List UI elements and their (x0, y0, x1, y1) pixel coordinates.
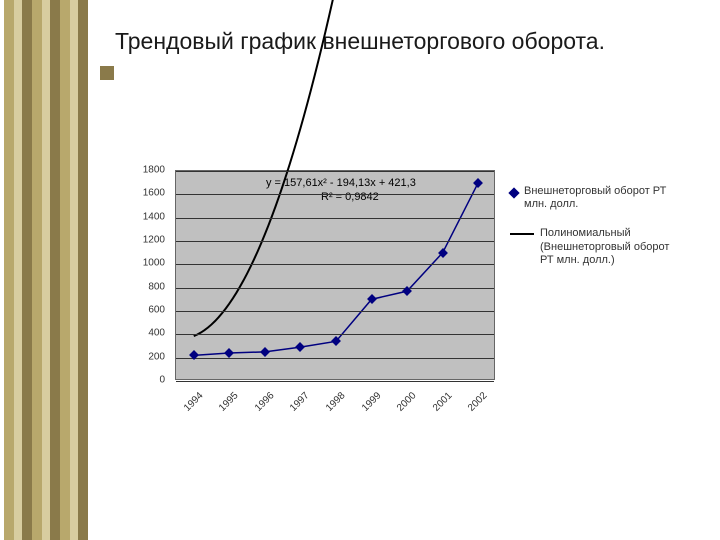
legend-item-trend: Полиномиальный (Внешнеторговый оборот РТ… (510, 227, 680, 267)
gridline (176, 288, 494, 289)
y-tick-label: 800 (148, 281, 165, 292)
x-tick-label: 1998 (324, 390, 348, 414)
x-tick-label: 1995 (217, 390, 241, 414)
x-tick-label: 1999 (360, 390, 384, 414)
legend-item-data: Внешнеторговый оборот РТ млн. долл. (510, 185, 680, 211)
y-tick-label: 600 (148, 305, 165, 316)
y-tick-label: 1800 (143, 165, 165, 176)
y-axis-labels: 020040060080010001200140016001800 (125, 170, 170, 380)
x-tick-label: 1997 (288, 390, 312, 414)
stripe (60, 0, 70, 540)
gridline (176, 171, 494, 172)
chart-container: 0 200 400 600 800 1000 1200 1400 1600 1800 y = 15… (115, 160, 675, 440)
stripe (14, 0, 22, 540)
gridline (176, 194, 494, 195)
line-icon (510, 233, 534, 235)
trend-line-svg (176, 171, 494, 379)
x-tick-label: 2001 (431, 390, 455, 414)
page-title: Трендовый график внешнеторгового оборота… (115, 28, 720, 55)
x-tick-label: 2002 (466, 390, 490, 414)
diamond-icon (508, 187, 519, 198)
stripe (4, 0, 14, 540)
y-tick-label: 200 (148, 351, 165, 362)
stripe (32, 0, 42, 540)
chart-legend: Внешнеторговый оборот РТ млн. долл. Поли… (510, 185, 680, 283)
sidebar-decoration (0, 0, 95, 540)
x-tick-label: 1994 (182, 390, 206, 414)
stripe (50, 0, 60, 540)
x-tick-label: 1996 (253, 390, 277, 414)
x-tick-label: 2000 (395, 390, 419, 414)
stripe (78, 0, 88, 540)
y-tick-label: 1000 (143, 258, 165, 269)
y-tick-label: 400 (148, 328, 165, 339)
y-tick-label: 1600 (143, 188, 165, 199)
plot-area: y = 157,61x² - 194,13x + 421,3 R² = 0,98… (175, 170, 495, 380)
gridline (176, 264, 494, 265)
legend-label-2: Полиномиальный (Внешнеторговый оборот РТ… (540, 227, 680, 267)
stripe (42, 0, 50, 540)
stripe (70, 0, 78, 540)
legend-label-1: Внешнеторговый оборот РТ млн. долл. (524, 185, 680, 211)
gridline (176, 381, 494, 382)
x-axis-labels: 1994 1995 1996 1997 1998 1999 2000 2001 2002 (175, 385, 495, 425)
y-tick-label: 0 (159, 375, 165, 386)
y-tick-label: 1400 (143, 211, 165, 222)
gridline (176, 241, 494, 242)
y-tick-label: 1200 (143, 235, 165, 246)
data-line (194, 183, 478, 356)
gridline (176, 311, 494, 312)
gridline (176, 358, 494, 359)
content-area: Трендовый график внешнеторгового оборота… (100, 0, 720, 540)
gridline (176, 218, 494, 219)
stripe (22, 0, 32, 540)
